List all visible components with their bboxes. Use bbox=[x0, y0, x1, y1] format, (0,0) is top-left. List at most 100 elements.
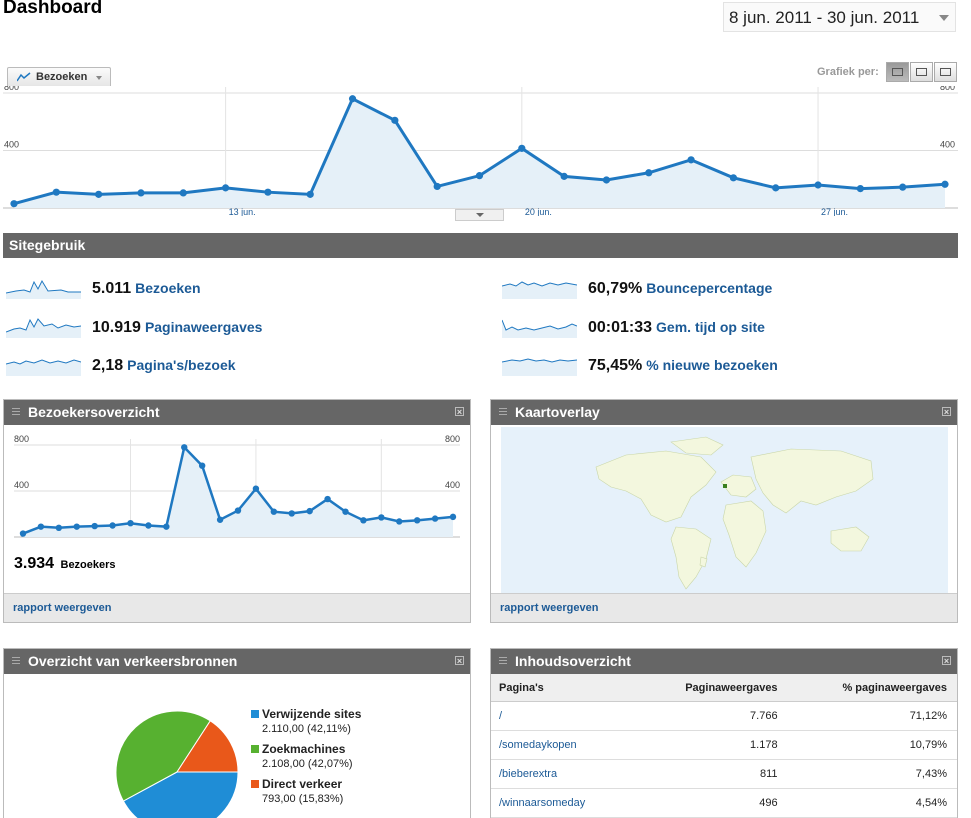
data-point[interactable] bbox=[306, 190, 314, 198]
data-point[interactable] bbox=[91, 522, 98, 530]
widget-header[interactable]: Bezoekersoverzicht × bbox=[4, 400, 470, 425]
data-point[interactable] bbox=[73, 523, 80, 530]
drag-handle-icon[interactable] bbox=[12, 408, 20, 417]
data-point[interactable] bbox=[856, 184, 864, 193]
data-point[interactable] bbox=[378, 514, 385, 521]
close-icon[interactable]: × bbox=[455, 656, 464, 666]
data-point[interactable] bbox=[360, 517, 367, 524]
data-point[interactable] bbox=[729, 174, 738, 182]
data-point[interactable] bbox=[181, 444, 188, 451]
data-point[interactable] bbox=[772, 184, 780, 192]
data-point[interactable] bbox=[52, 188, 60, 196]
pie-slice[interactable] bbox=[176, 720, 239, 773]
column-header-pageviews[interactable]: Paginaweergaves bbox=[635, 674, 788, 702]
data-point[interactable] bbox=[431, 515, 439, 522]
sparkline-bounce bbox=[502, 281, 577, 299]
drag-handle-icon[interactable] bbox=[499, 657, 507, 666]
data-point[interactable] bbox=[288, 510, 295, 517]
column-header-pages[interactable]: Pagina's bbox=[491, 674, 636, 702]
map-report-link[interactable]: rapport weergeven bbox=[491, 593, 957, 622]
table-row[interactable]: /7.766 71,12% bbox=[491, 701, 957, 731]
data-point[interactable] bbox=[127, 520, 134, 527]
data-point[interactable] bbox=[814, 181, 822, 189]
chart-collapse-toggle[interactable] bbox=[455, 209, 504, 221]
day-view-icon bbox=[892, 68, 903, 76]
data-point[interactable] bbox=[518, 144, 526, 152]
page-link[interactable]: /bieberextra bbox=[491, 759, 636, 789]
data-point[interactable] bbox=[348, 95, 357, 103]
data-point[interactable] bbox=[179, 189, 187, 197]
data-point[interactable] bbox=[216, 516, 224, 523]
close-icon[interactable]: × bbox=[942, 656, 951, 666]
graph-by-day-button[interactable] bbox=[886, 62, 909, 82]
page-link[interactable]: / bbox=[491, 701, 636, 731]
graph-by-month-button[interactable] bbox=[934, 62, 957, 82]
column-header-pageviews-pct[interactable]: % paginaweergaves bbox=[787, 674, 957, 702]
data-point[interactable] bbox=[413, 517, 421, 524]
usage-label-link[interactable]: Bouncepercentage bbox=[646, 280, 773, 296]
data-point[interactable] bbox=[391, 116, 399, 124]
usage-label-link[interactable]: Bezoeken bbox=[135, 280, 201, 296]
legend-label[interactable]: Direct verkeer bbox=[262, 777, 343, 791]
world-map[interactable] bbox=[501, 427, 948, 593]
data-point[interactable] bbox=[137, 189, 145, 197]
data-point[interactable] bbox=[449, 513, 457, 521]
data-point[interactable] bbox=[306, 507, 313, 515]
data-point[interactable] bbox=[109, 522, 116, 529]
usage-value: 5.011 bbox=[92, 280, 132, 297]
data-point[interactable] bbox=[342, 508, 349, 515]
widget-header[interactable]: Inhoudsoverzicht × bbox=[491, 649, 957, 674]
table-row[interactable]: /bieberextra 811 7,43% bbox=[491, 759, 957, 789]
data-point[interactable] bbox=[941, 180, 949, 188]
table-row[interactable]: /somedaykopen 1.178 10,79% bbox=[491, 730, 957, 760]
data-point[interactable] bbox=[687, 156, 695, 164]
data-point[interactable] bbox=[270, 508, 278, 515]
visitors-chart: 800 800 400 400 bbox=[14, 434, 460, 538]
page-link[interactable]: /winnaarsomeday bbox=[491, 788, 636, 818]
traffic-pie-chart[interactable] bbox=[104, 699, 254, 818]
data-point[interactable] bbox=[19, 530, 27, 537]
metric-selector-tab[interactable]: Bezoeken bbox=[7, 67, 111, 86]
data-point[interactable] bbox=[899, 183, 907, 191]
drag-handle-icon[interactable] bbox=[12, 657, 20, 666]
graph-by-week-button[interactable] bbox=[910, 62, 933, 82]
map-highlight-marker[interactable] bbox=[723, 484, 727, 488]
data-point[interactable] bbox=[55, 524, 63, 531]
usage-label-link[interactable]: Paginaweergaves bbox=[144, 319, 263, 335]
data-point[interactable] bbox=[10, 200, 18, 208]
data-point[interactable] bbox=[95, 190, 103, 198]
data-point[interactable] bbox=[252, 485, 260, 492]
data-point[interactable] bbox=[433, 182, 441, 191]
data-point[interactable] bbox=[475, 172, 484, 180]
pie-slice[interactable] bbox=[115, 710, 211, 802]
usage-label-link[interactable]: Gem. tijd op site bbox=[656, 319, 765, 335]
y-tick-label: 800 bbox=[940, 86, 955, 92]
widget-header[interactable]: Kaartoverlay × bbox=[491, 400, 957, 425]
data-point[interactable] bbox=[264, 188, 272, 196]
week-view-icon bbox=[916, 68, 927, 76]
series-area bbox=[14, 98, 945, 208]
close-icon[interactable]: × bbox=[942, 407, 951, 417]
data-point[interactable] bbox=[324, 495, 331, 503]
data-point[interactable] bbox=[396, 518, 403, 525]
usage-label-link[interactable]: % nieuwe bezoeken bbox=[646, 357, 778, 373]
data-point[interactable] bbox=[163, 523, 170, 530]
data-point[interactable] bbox=[560, 172, 568, 180]
data-point[interactable] bbox=[221, 184, 230, 192]
data-point[interactable] bbox=[602, 176, 611, 184]
data-point[interactable] bbox=[645, 169, 653, 177]
table-row[interactable]: /winnaarsomeday 496 4,54% bbox=[491, 788, 957, 818]
legend-label[interactable]: Verwijzende sites bbox=[262, 707, 362, 721]
widget-header[interactable]: Overzicht van verkeersbronnen × bbox=[4, 649, 470, 674]
legend-label[interactable]: Zoekmachines bbox=[262, 742, 346, 756]
date-range-picker[interactable]: 8 jun. 2011 - 30 jun. 2011 bbox=[723, 2, 956, 32]
data-point[interactable] bbox=[145, 522, 152, 529]
data-point[interactable] bbox=[234, 507, 242, 514]
data-point[interactable] bbox=[37, 523, 45, 530]
data-point[interactable] bbox=[198, 462, 206, 469]
usage-label-link[interactable]: Pagina's/bezoek bbox=[127, 357, 236, 373]
page-link[interactable]: /somedaykopen bbox=[491, 730, 636, 760]
drag-handle-icon[interactable] bbox=[499, 408, 507, 417]
close-icon[interactable]: × bbox=[455, 407, 464, 417]
visitors-report-link[interactable]: rapport weergeven bbox=[4, 593, 470, 622]
